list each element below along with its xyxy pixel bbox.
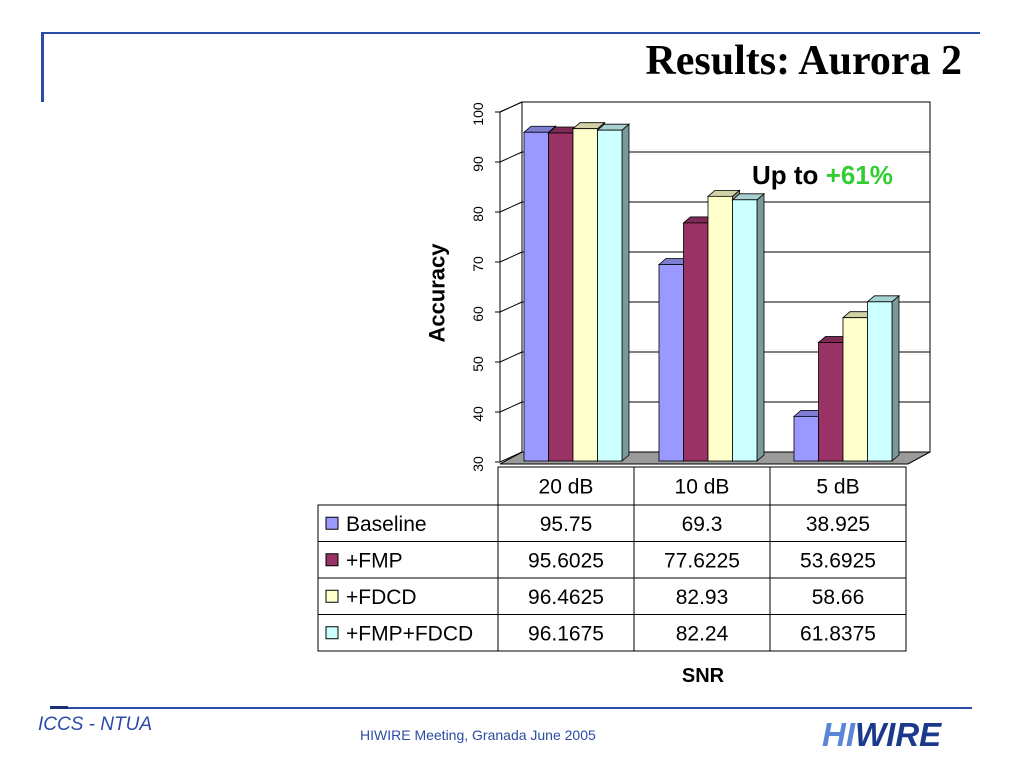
series-label: +FMP+FDCD (346, 622, 473, 645)
value-baseline-20-db: 95.75 (540, 513, 593, 536)
category-label-10-db: 10 dB (675, 476, 730, 499)
bar-front-face (732, 199, 758, 462)
bar-front-face (548, 132, 574, 462)
bar-front-face (523, 131, 549, 462)
bar-side-face (756, 192, 765, 462)
table-header-row: 20 dB 10 dB 5 dB (497, 466, 907, 506)
x-axis-label: SNR (682, 665, 725, 687)
table-row-fmp-fdcd: +FMP+FDCD 96.1675 82.24 61.8375 (317, 614, 907, 652)
table-cell (633, 577, 771, 615)
series-label: +FDCD (346, 586, 417, 609)
value-fdcd-20-db: 96.4625 (528, 586, 604, 609)
table-row-fdcd: +FDCD 96.4625 82.93 58.66 (317, 577, 907, 615)
bar-side-face (621, 123, 630, 462)
value-fmp-fdcd-10-db: 82.24 (676, 622, 729, 645)
table-cell (769, 541, 907, 579)
frame-left-line (41, 32, 44, 102)
y-tick-label: 90 (470, 156, 486, 172)
bar-fmp-fdcd-10-db (731, 192, 766, 462)
value-fmp-fdcd-5-db: 61.8375 (800, 622, 876, 645)
y-tick-label: 30 (470, 456, 486, 472)
value-baseline-5-db: 38.925 (806, 513, 870, 536)
side-gridline (499, 351, 523, 363)
table-row-fmp: +FMP 95.6025 77.6225 53.6925 (317, 541, 907, 579)
bar-front-face (597, 129, 623, 462)
legend-key (325, 516, 339, 530)
bar-front-face (818, 342, 844, 462)
annotation-highlight: +61% (825, 160, 893, 190)
logo-part-2: WIRE (855, 716, 942, 753)
row-label-cell (317, 541, 499, 579)
bar-side-face (891, 294, 900, 462)
side-gridline (499, 251, 523, 263)
footer-organization: ICCS - NTUA (38, 714, 152, 735)
bars (522, 121, 901, 462)
hiwire-logo: HIWIRE (822, 717, 941, 753)
side-gridline (499, 201, 523, 213)
bar-fmp-fdcd-20-db (596, 123, 631, 462)
series-label: +FMP (346, 549, 403, 572)
side-gridline (499, 401, 523, 413)
legend-key (325, 589, 339, 603)
slide-title: Results: Aurora 2 (645, 38, 962, 84)
y-tick-label: 50 (470, 356, 486, 372)
y-tick-label: 100 (470, 102, 486, 126)
value-fmp-fdcd-20-db: 96.1675 (528, 622, 604, 645)
y-tick-label: 80 (470, 206, 486, 222)
table-header-cell (769, 466, 907, 506)
bar-front-face (707, 195, 733, 462)
annotation-prefix: Up to (752, 160, 819, 190)
value-fmp-10-db: 77.6225 (664, 549, 740, 572)
bar-front-face (793, 415, 819, 462)
logo-part-1: HI (822, 716, 855, 753)
data-table: 20 dB 10 dB 5 dB Baseline 95.75 69.3 38.925 +FM… (317, 466, 907, 652)
side-gridline (499, 151, 523, 163)
footer-divider-accent (50, 706, 68, 709)
table-row-baseline: Baseline 95.75 69.3 38.925 (317, 504, 907, 542)
y-tick-label: 40 (470, 406, 486, 422)
legend-key (325, 553, 339, 567)
footer-event: HIWIRE Meeting, Granada June 2005 (360, 727, 596, 743)
y-tick-label: 70 (470, 256, 486, 272)
bar-front-face (658, 264, 684, 462)
series-label: Baseline (346, 513, 427, 536)
legend-key (325, 626, 339, 640)
category-label-20-db: 20 dB (539, 476, 594, 499)
footer-divider (50, 707, 972, 709)
side-gridline (499, 101, 523, 113)
value-fdcd-5-db: 58.66 (812, 586, 865, 609)
y-axis-label: Accuracy (425, 243, 450, 343)
bar-front-face (842, 317, 868, 462)
table-cell (769, 614, 907, 652)
value-baseline-10-db: 69.3 (682, 513, 723, 536)
bar-front-face (683, 222, 709, 462)
bar-fmp-fdcd-5-db (866, 294, 901, 462)
row-label-cell (317, 614, 499, 652)
table-cell (633, 614, 771, 652)
value-fdcd-10-db: 82.93 (676, 586, 729, 609)
side-wall (499, 101, 523, 463)
y-tick-label: 60 (470, 306, 486, 322)
category-label-5-db: 5 dB (816, 476, 859, 499)
bar-front-face (572, 128, 598, 462)
value-fmp-20-db: 95.6025 (528, 549, 604, 572)
frame-top-line (42, 32, 980, 34)
value-fmp-5-db: 53.6925 (800, 549, 876, 572)
side-gridline (499, 301, 523, 313)
table-cell (769, 577, 907, 615)
chart-annotation: Up to +61% (752, 160, 893, 190)
bar-front-face (867, 301, 893, 462)
